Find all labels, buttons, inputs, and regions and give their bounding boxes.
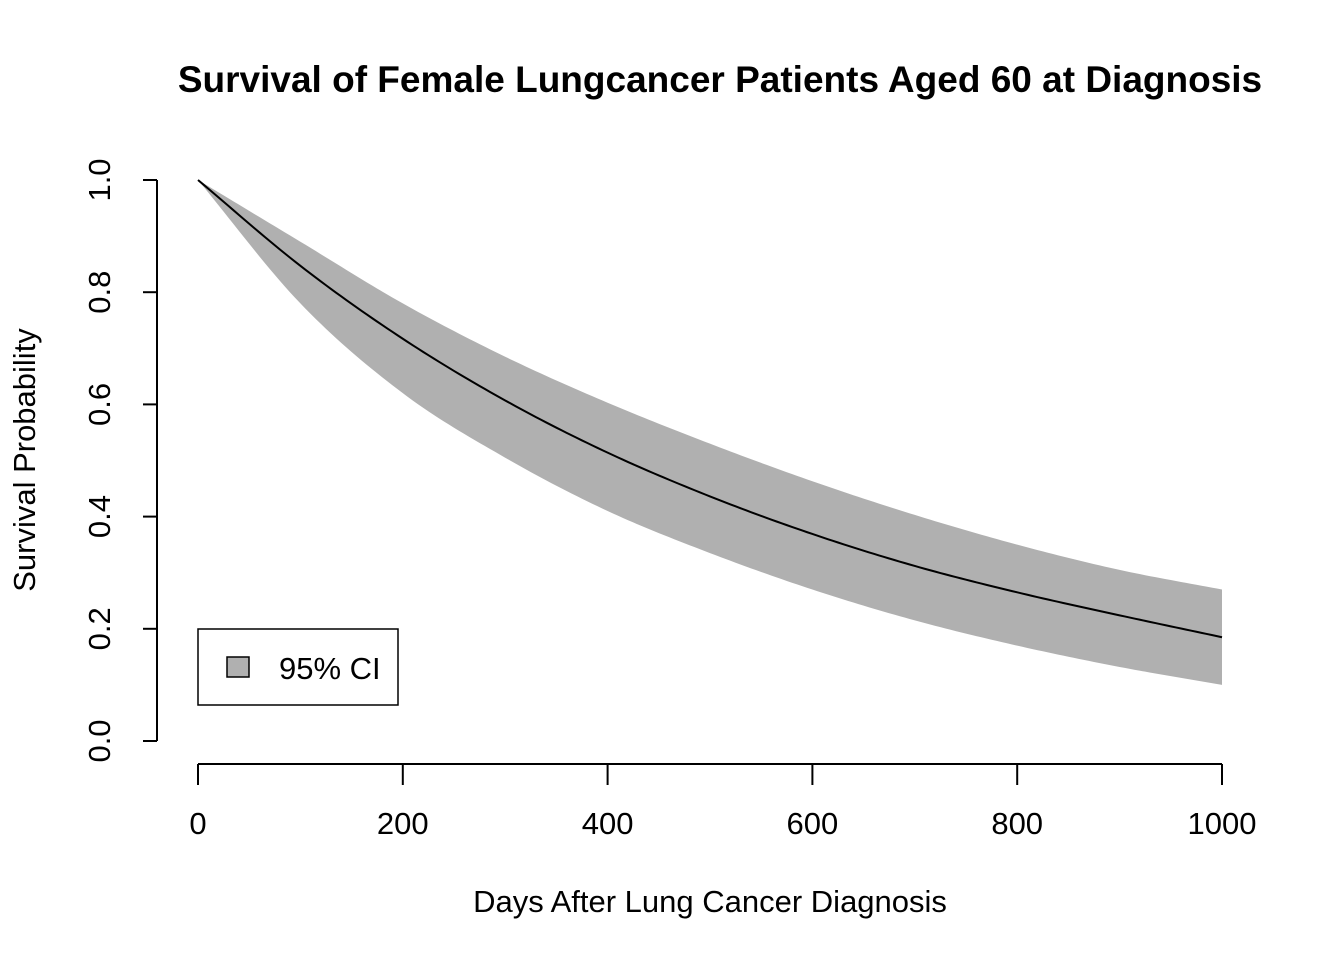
legend-label-ci: 95% CI: [279, 651, 381, 686]
y-tick-label: 0.2: [82, 607, 117, 650]
y-axis: 0.0 0.2 0.4 0.6 0.8 1.0: [82, 158, 158, 763]
y-tick-label: 0.8: [82, 271, 117, 314]
y-axis-title: Survival Probability: [7, 328, 42, 592]
x-tick-label: 200: [377, 806, 429, 841]
chart-title: Survival of Female Lungcancer Patients A…: [178, 59, 1262, 100]
legend: 95% CI: [197, 628, 399, 706]
y-tick-label: 0.4: [82, 495, 117, 538]
survival-line: [197, 179, 1223, 639]
x-tick-label: 0: [189, 806, 206, 841]
plot-area: [197, 179, 1223, 685]
x-tick-label: 400: [582, 806, 634, 841]
ci-band: [198, 180, 1222, 685]
x-axis: 0 200 400 600 800 1000: [189, 763, 1257, 841]
x-tick-label: 600: [787, 806, 839, 841]
y-tick-label: 0.6: [82, 383, 117, 426]
legend-swatch-ci: [226, 656, 250, 678]
x-tick-label: 800: [991, 806, 1043, 841]
x-tick-label: 1000: [1188, 806, 1257, 841]
x-axis-title: Days After Lung Cancer Diagnosis: [473, 884, 947, 919]
y-tick-label: 1.0: [82, 158, 117, 201]
y-tick-label: 0.0: [82, 719, 117, 762]
